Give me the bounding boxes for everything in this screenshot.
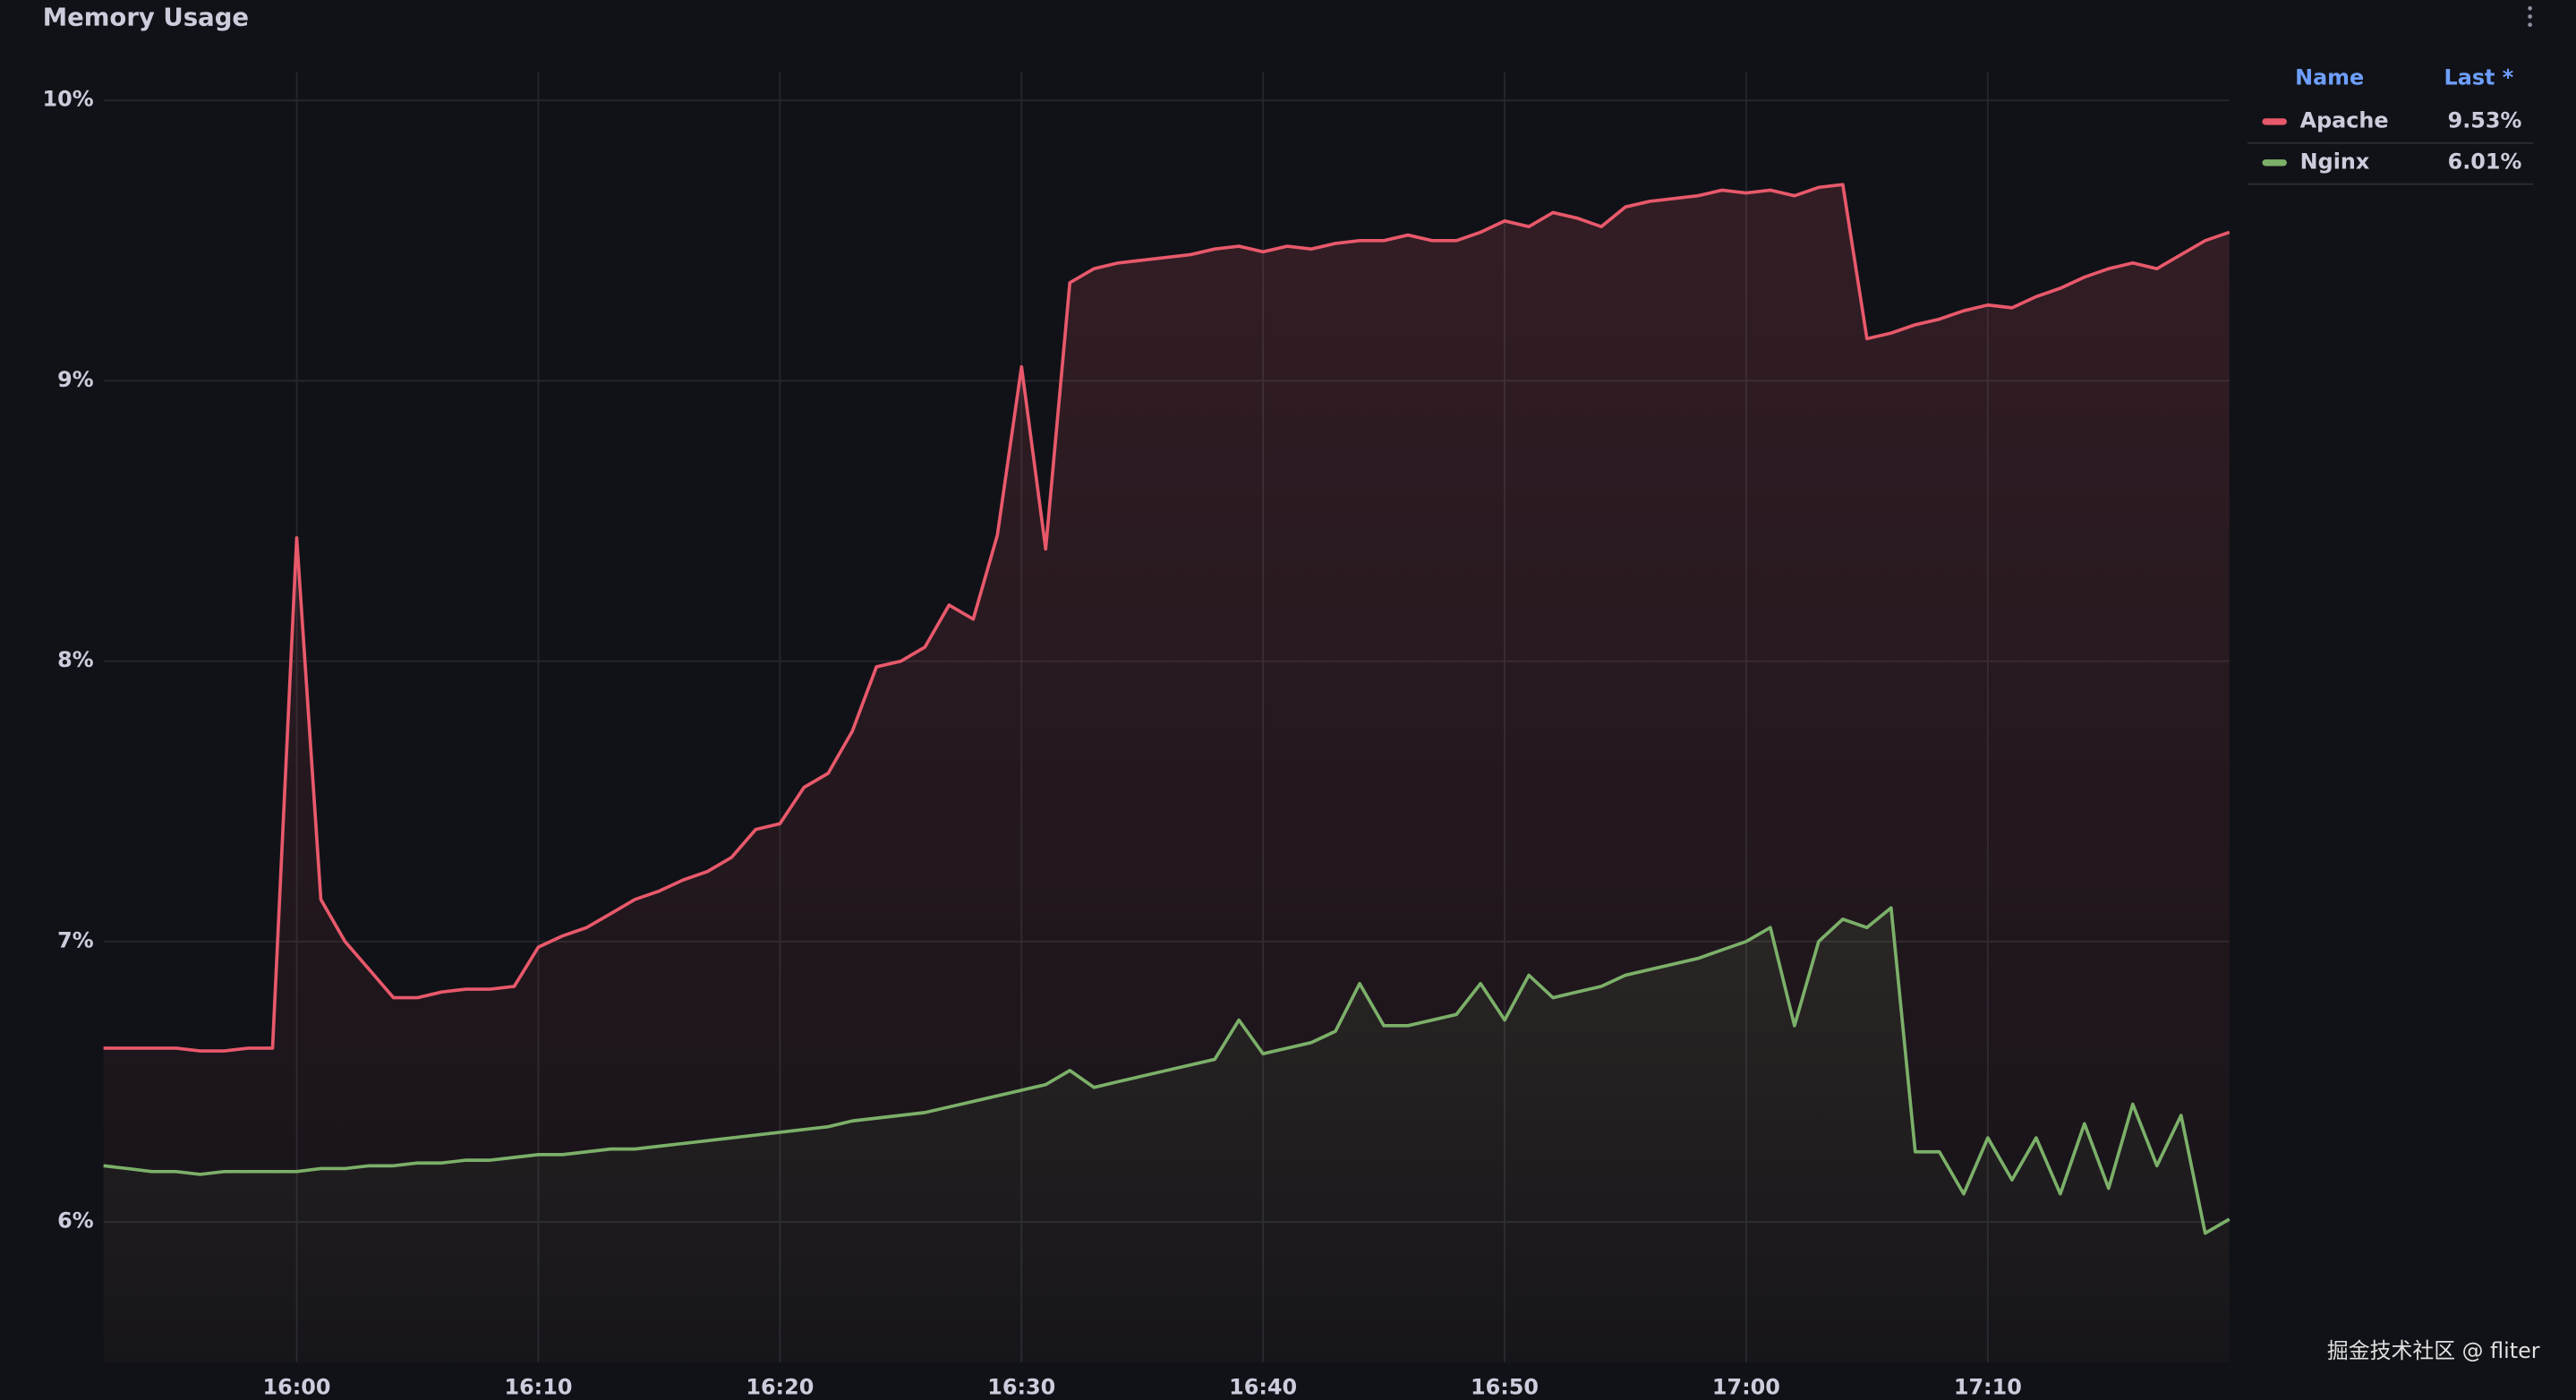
legend-name[interactable]: Apache (2300, 107, 2389, 132)
x-tick-label: 16:40 (1229, 1375, 1297, 1400)
series-area (103, 908, 2230, 1362)
y-tick-label: 8% (57, 647, 94, 672)
legend-name[interactable]: Nginx (2300, 149, 2370, 174)
legend-header[interactable]: Last * (2444, 65, 2514, 90)
y-tick-label: 6% (57, 1208, 94, 1234)
x-tick-label: 16:20 (746, 1375, 814, 1400)
y-tick-label: 7% (57, 927, 94, 952)
legend-swatch (2262, 159, 2287, 166)
legend-last: 6.01% (2448, 149, 2522, 174)
legend-header: Name (2295, 65, 2364, 90)
panel-title: Memory Usage (43, 3, 249, 31)
legend-last: 9.53% (2448, 107, 2522, 132)
y-tick-label: 10% (43, 87, 94, 112)
x-tick-label: 16:50 (1471, 1375, 1539, 1400)
y-tick-label: 9% (57, 367, 94, 392)
watermark: 掘金技术社区 @ fliter (2327, 1338, 2540, 1363)
series-line (103, 906, 2231, 1235)
legend-swatch (2262, 118, 2287, 125)
x-tick-label: 16:30 (987, 1375, 1055, 1400)
series-line (103, 183, 2231, 1053)
x-tick-label: 16:10 (504, 1375, 572, 1400)
x-tick-label: 17:10 (1954, 1375, 2022, 1400)
x-tick-label: 16:00 (263, 1375, 331, 1400)
menu-icon[interactable] (2528, 5, 2532, 28)
x-tick-label: 17:00 (1712, 1375, 1780, 1400)
